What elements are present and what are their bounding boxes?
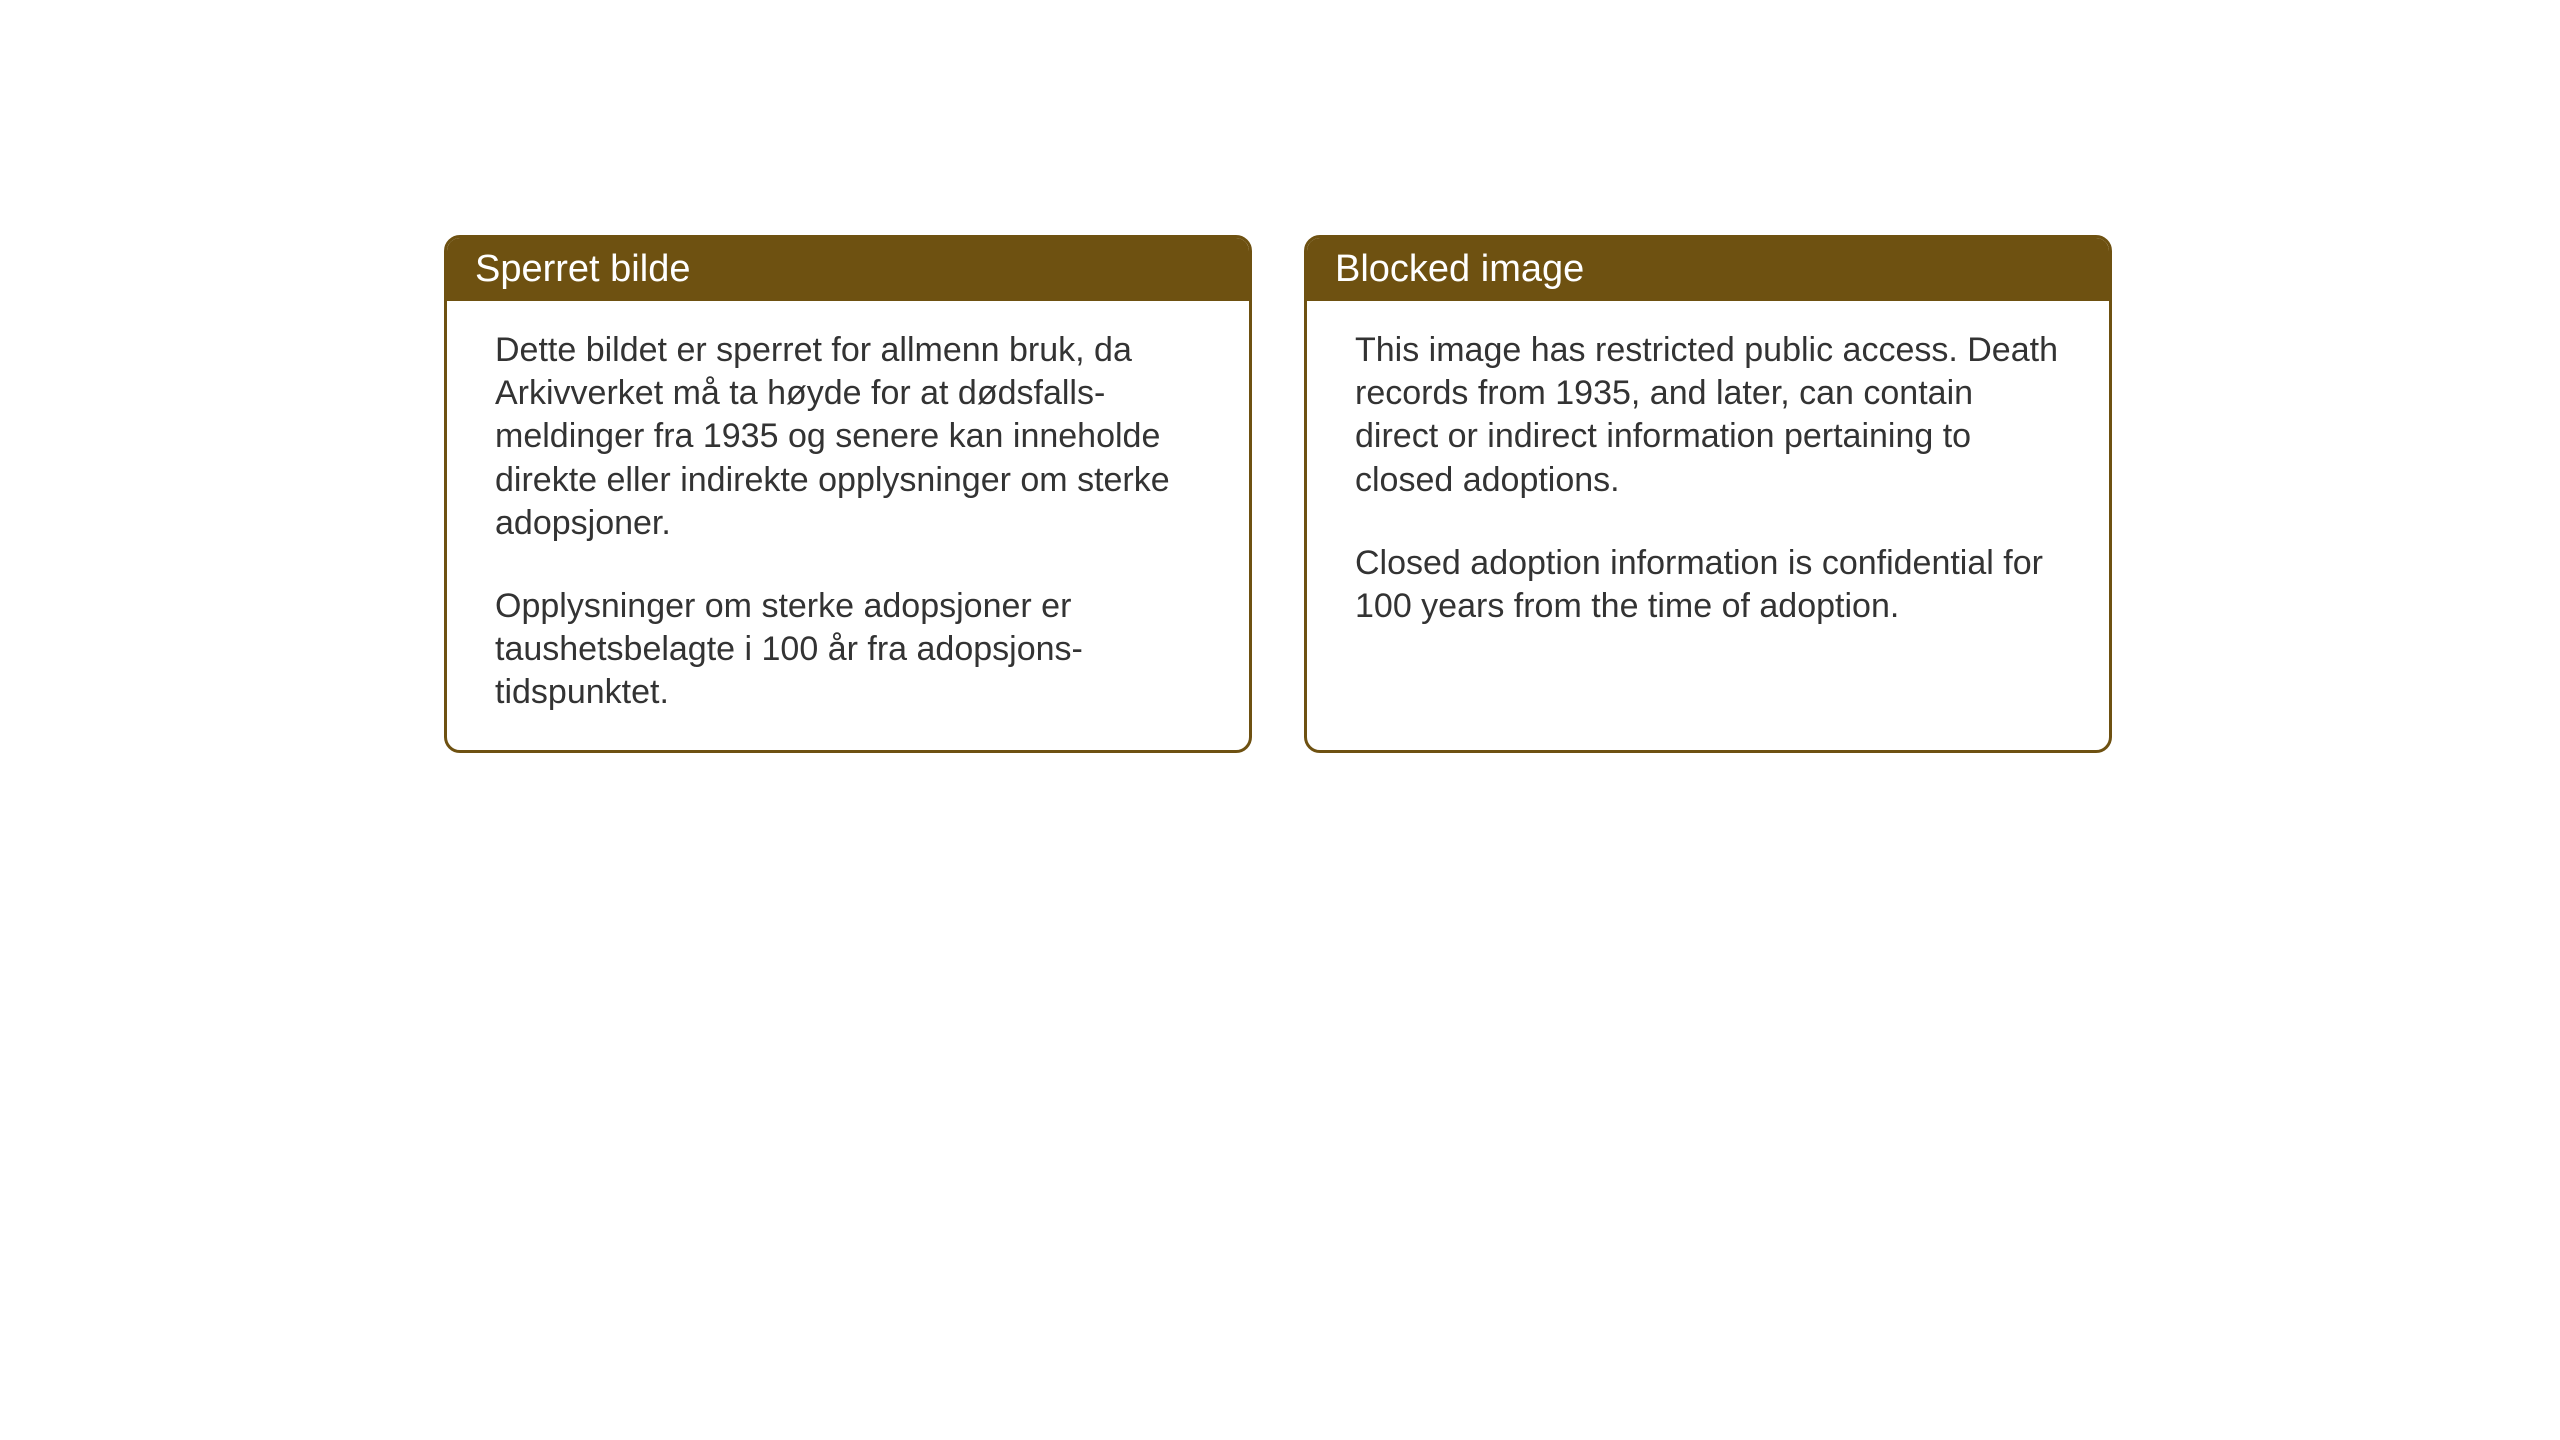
notice-paragraph-2-norwegian: Opplysninger om sterke adopsjoner er tau… [495, 585, 1201, 715]
notice-box-english: Blocked image This image has restricted … [1304, 235, 2112, 753]
notice-container: Sperret bilde Dette bildet er sperret fo… [444, 235, 2112, 753]
notice-box-norwegian: Sperret bilde Dette bildet er sperret fo… [444, 235, 1252, 753]
notice-title-english: Blocked image [1335, 248, 1584, 290]
notice-header-norwegian: Sperret bilde [447, 238, 1249, 301]
notice-paragraph-1-english: This image has restricted public access.… [1355, 329, 2061, 502]
notice-paragraph-2-english: Closed adoption information is confident… [1355, 542, 2061, 628]
notice-title-norwegian: Sperret bilde [475, 248, 690, 290]
notice-paragraph-1-norwegian: Dette bildet er sperret for allmenn bruk… [495, 329, 1201, 545]
notice-header-english: Blocked image [1307, 238, 2109, 301]
notice-body-english: This image has restricted public access.… [1307, 301, 2109, 664]
notice-body-norwegian: Dette bildet er sperret for allmenn bruk… [447, 301, 1249, 750]
